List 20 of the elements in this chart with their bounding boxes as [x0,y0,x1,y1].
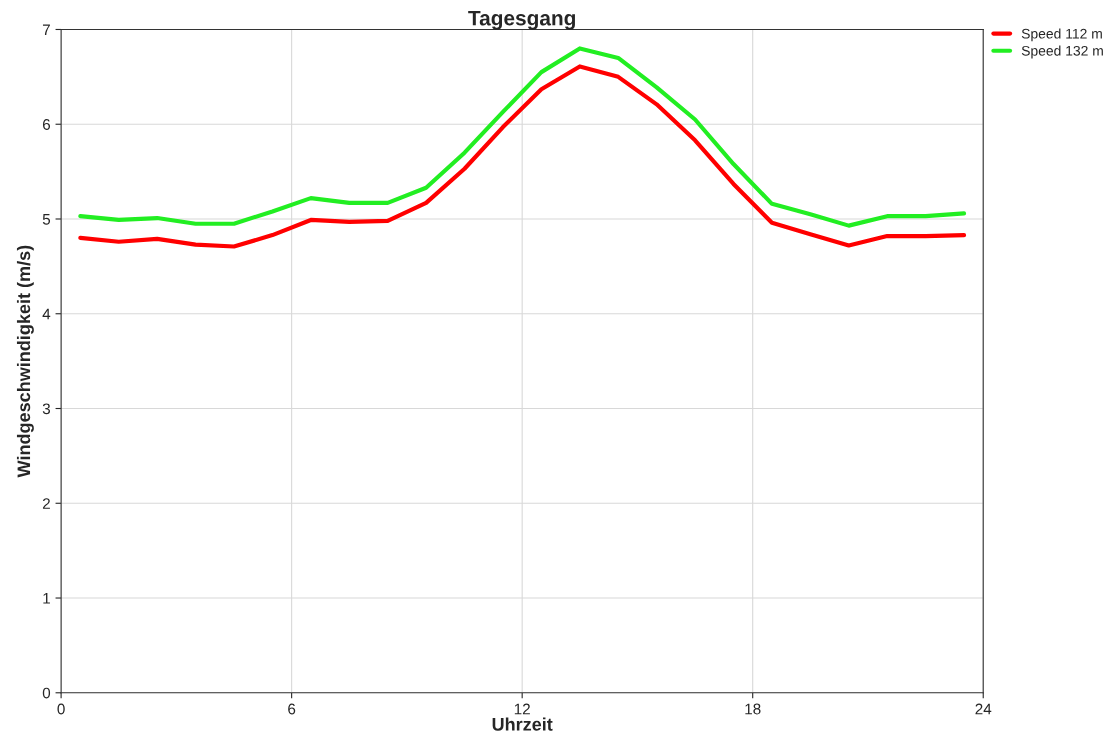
legend-label: Speed 132 m [1021,45,1103,59]
y-tick-label: 0 [42,687,51,699]
y-tick-label: 4 [42,308,51,320]
x-tick-label: 6 [288,703,296,715]
y-tick-label: 5 [42,214,51,225]
x-tick-label: 18 [745,703,761,715]
chart-title: Tagesgang [468,10,575,30]
x-axis-title: Uhrzeit [492,717,553,731]
line-series [78,46,967,228]
y-tick-label: 3 [42,403,51,415]
y-tick-label: 2 [42,498,50,509]
x-tick-label: 12 [514,703,530,715]
line-series [78,64,967,249]
x-tick-label: 24 [975,703,992,715]
y-axis-title: Windgeschwindigkeit (m/s) [16,245,34,478]
x-tick-label: 0 [57,703,65,715]
legend-label: Speed 112 m [1021,28,1102,42]
y-tick-label: 1 [43,593,50,604]
y-tick-label: 7 [42,24,50,36]
y-tick-label: 6 [42,119,51,130]
